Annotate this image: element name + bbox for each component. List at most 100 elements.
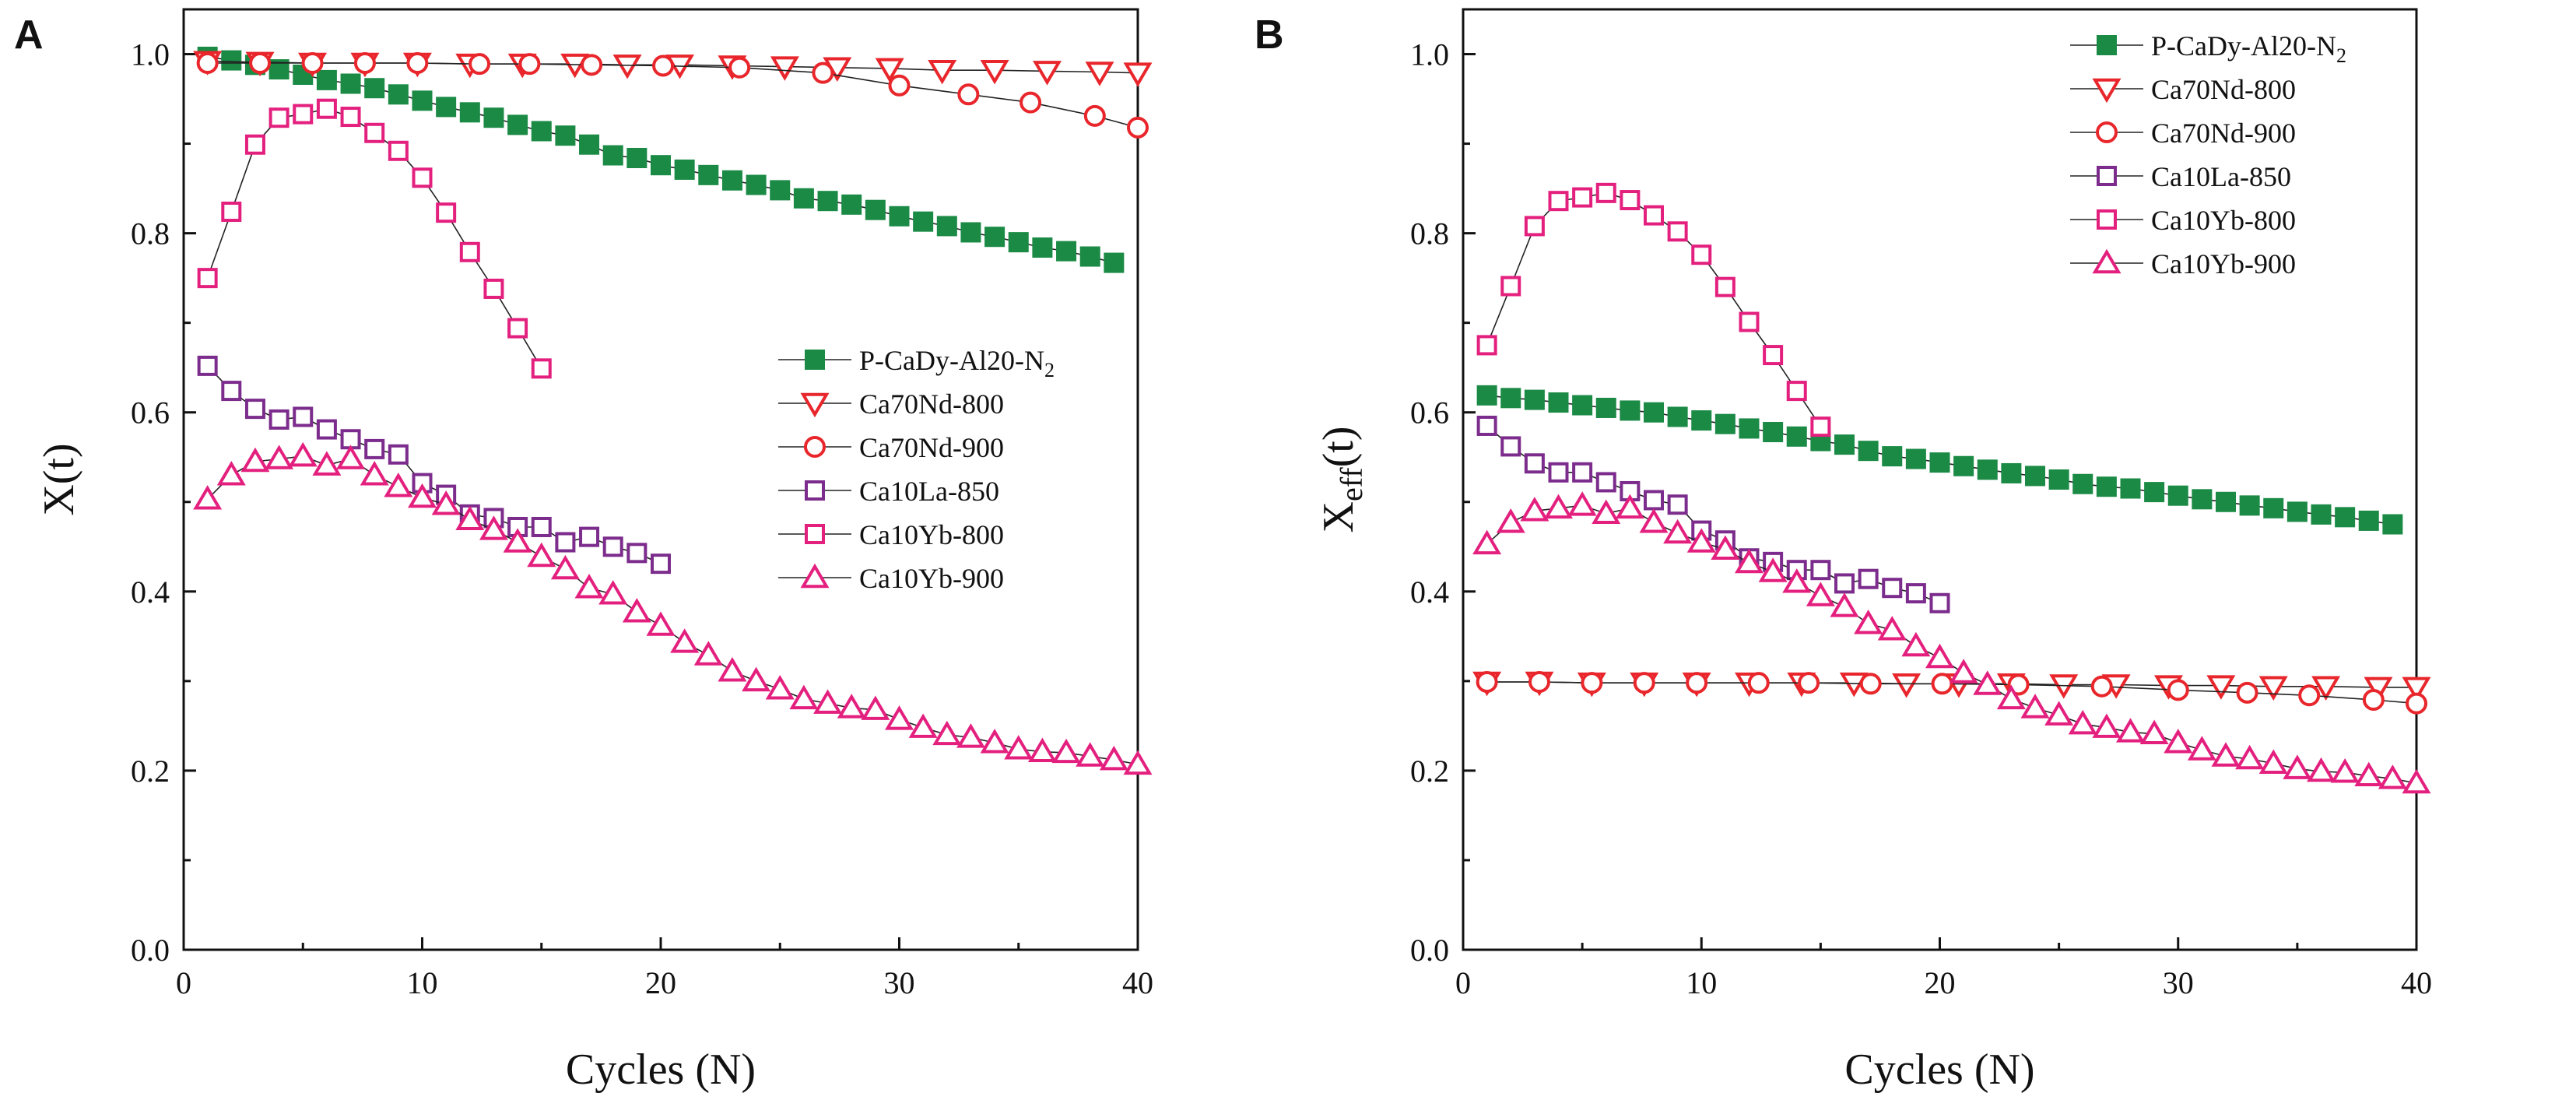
data-point [1615, 494, 1644, 519]
data-point [2120, 478, 2141, 499]
data-point [1572, 462, 1593, 483]
data-point [1472, 529, 1502, 555]
legend-label: Ca70Nd-900 [859, 432, 1004, 463]
legend-item: Ca70Nd-800 [778, 388, 1004, 420]
legend-item: Ca70Nd-900 [2070, 118, 2296, 149]
data-point [928, 59, 957, 85]
data-point [574, 574, 604, 599]
data-point [436, 97, 457, 118]
data-point [364, 122, 385, 143]
data-point [1123, 62, 1153, 87]
data-point [312, 451, 342, 476]
y-axis-title: Xeff(t) [1314, 427, 1369, 533]
data-point [1691, 244, 1712, 265]
legend-marker [2097, 209, 2117, 230]
data-point [652, 54, 675, 77]
y-tick-label: 0.8 [1410, 216, 1449, 251]
data-point [957, 83, 980, 106]
x-tick-label: 0 [1455, 965, 1471, 1000]
legend-label-main: Ca70Nd-800 [2151, 74, 2296, 105]
data-point [1056, 241, 1077, 262]
data-point [1977, 459, 1998, 480]
data-point [1500, 276, 1521, 297]
legend-item: Ca10La-850 [778, 476, 999, 507]
data-point [1667, 221, 1688, 242]
legend-item: Ca10Yb-800 [778, 519, 1004, 550]
legend-label-main: Ca10Yb-800 [859, 519, 1004, 550]
data-point [1973, 670, 2002, 695]
data-point [1079, 246, 1100, 267]
data-point [2364, 677, 2393, 702]
data-point [626, 147, 648, 168]
y-axis-title-main: X(t) [35, 443, 83, 515]
data-point [2192, 489, 2213, 510]
data-point [1620, 190, 1641, 211]
legend-marker [2097, 166, 2117, 186]
data-point [698, 164, 719, 185]
data-point [1639, 508, 1669, 533]
data-point [1123, 750, 1153, 775]
data-point [2187, 736, 2216, 761]
legend-label-main: Ca70Nd-900 [859, 432, 1004, 463]
data-point [1500, 436, 1521, 457]
data-point [598, 580, 628, 605]
x-tick-label: 30 [2163, 965, 2194, 1000]
legend-marker [805, 524, 825, 544]
data-point [353, 52, 376, 75]
data-point [889, 206, 910, 227]
data-point [436, 202, 457, 223]
data-point [221, 50, 242, 71]
data-point [316, 98, 337, 119]
data-point [581, 54, 603, 76]
data-point [1127, 116, 1149, 139]
data-point [2286, 501, 2308, 522]
data-point [244, 134, 265, 155]
data-point [646, 611, 676, 636]
data-point [2090, 675, 2113, 698]
legend-label: Ca10Yb-800 [2151, 205, 2296, 236]
data-point [2206, 675, 2236, 700]
data-point [1763, 422, 1784, 443]
data-point [197, 268, 218, 289]
data-point [1032, 237, 1053, 258]
data-point [1859, 673, 1882, 695]
data-point [388, 140, 409, 161]
data-point [408, 483, 437, 508]
data-point [913, 211, 934, 232]
data-point [1929, 592, 1950, 613]
legend-label: Ca10Yb-900 [859, 563, 1004, 594]
legend-label-main: P-CaDy-Al20-N [859, 345, 1044, 376]
data-point [503, 528, 532, 553]
data-point [1620, 400, 1641, 421]
data-point [2236, 681, 2258, 704]
data-point [770, 56, 799, 81]
data-point [1686, 528, 1716, 553]
data-point [674, 159, 695, 180]
data-point [770, 180, 791, 201]
legend-marker [800, 392, 830, 418]
data-point [2044, 701, 2074, 726]
data-point [1548, 191, 1569, 212]
panel-label: B [1255, 12, 1284, 58]
legend-label-main: Ca10La-850 [2151, 161, 2291, 192]
series-line [207, 62, 1139, 128]
data-point [2211, 742, 2241, 767]
series-p-cady-al20-n2 [1476, 385, 2403, 535]
data-point [293, 406, 314, 427]
data-point [602, 145, 623, 166]
x-tick-label: 10 [1686, 965, 1717, 1000]
data-point [364, 78, 385, 99]
data-point [602, 536, 623, 557]
data-point [1524, 389, 1545, 410]
data-point [388, 444, 409, 465]
data-point [1782, 568, 1812, 593]
data-point [1763, 345, 1784, 366]
data-point [2283, 754, 2312, 779]
data-point [1528, 671, 1550, 694]
data-point [240, 447, 270, 473]
series-ca10yb-900 [193, 441, 1153, 775]
data-point [936, 216, 957, 237]
data-point [1905, 583, 1926, 604]
legend-label-main: P-CaDy-Al20-N [2151, 30, 2336, 62]
y-tick-label: 0.6 [131, 395, 170, 431]
